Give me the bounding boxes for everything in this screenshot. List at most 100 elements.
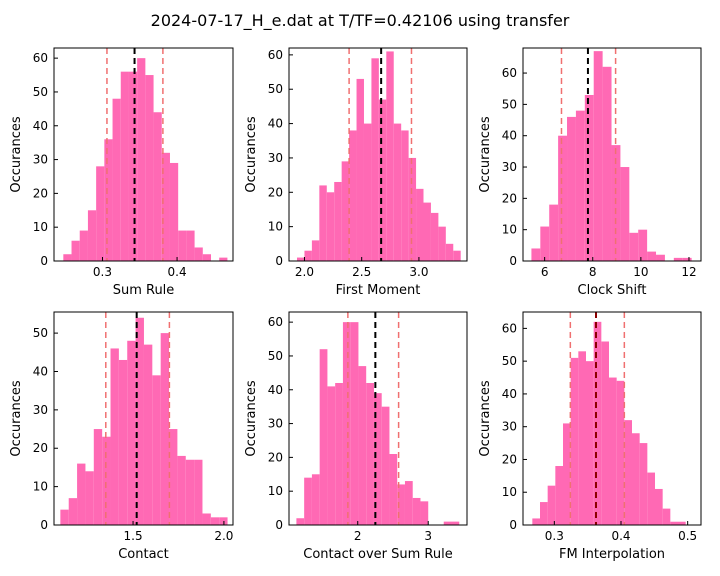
x-axis-label: Contact (118, 547, 169, 562)
x-tick-label: 3 (424, 529, 432, 543)
histogram-bar (128, 71, 138, 262)
histogram-bar (624, 420, 632, 525)
histogram-bar (404, 481, 413, 525)
y-tick-label: 0 (275, 254, 283, 268)
y-tick-label: 40 (268, 383, 283, 397)
histogram-bar (127, 340, 136, 525)
histogram-bar (420, 501, 429, 525)
histogram-bar (341, 161, 350, 261)
x-axis-label: Sum Rule (113, 283, 175, 298)
histogram-bar (656, 254, 665, 261)
histogram-bar (194, 247, 203, 261)
histogram-bar (85, 471, 94, 525)
histogram-bar (77, 463, 86, 525)
histogram-bar (673, 257, 683, 261)
histogram-bar (194, 459, 203, 525)
histogram-bar (639, 443, 648, 525)
axes-frame (53, 311, 234, 526)
histogram-bar (177, 455, 186, 525)
histogram-bar (386, 51, 394, 261)
y-tick-label: 0 (509, 254, 517, 268)
histogram-bar (682, 257, 692, 261)
histogram-bar (160, 333, 170, 525)
histogram-bar (593, 51, 603, 261)
histogram-bar (178, 230, 187, 261)
y-tick-label: 40 (502, 387, 517, 401)
axes-frame (288, 47, 468, 262)
histogram-bar (297, 257, 305, 261)
histogram-bar (143, 344, 153, 525)
histogram-bar (609, 377, 617, 525)
histogram-bar (296, 518, 305, 525)
histogram-bar (363, 123, 372, 261)
histogram-bar (549, 204, 559, 261)
x-tick-label: 2.0 (214, 529, 233, 543)
histogram-bar (647, 472, 655, 525)
histogram-bar (416, 188, 424, 261)
x-tick-label: 2 (354, 529, 362, 543)
histogram-bar (632, 433, 640, 525)
histogram-bar (335, 383, 343, 525)
histogram-bar (137, 58, 146, 262)
histogram-bar (311, 240, 320, 261)
y-axis-label: Occurances (9, 380, 24, 456)
y-tick-label: 10 (268, 484, 283, 498)
x-tick-label: 3.0 (409, 265, 428, 279)
histogram-bar (319, 185, 327, 261)
histogram-bar (186, 230, 195, 261)
x-axis-label: First Moment (336, 283, 421, 298)
x-tick-label: 12 (681, 265, 696, 279)
histogram-bar (358, 366, 367, 525)
y-axis-label: Occurances (244, 380, 259, 456)
y-tick-label: 20 (268, 185, 283, 199)
histogram-bar (540, 226, 550, 261)
histogram-bar (438, 226, 446, 261)
histogram-bar (578, 351, 586, 525)
x-axis-label: Contact over Sum Rule (303, 547, 452, 562)
histogram-bar (366, 383, 374, 525)
x-tick-label: 0.3 (93, 265, 112, 279)
axes-frame (522, 47, 702, 262)
y-tick-label: 60 (502, 66, 517, 80)
histogram-bar (93, 429, 103, 525)
histogram-bar (373, 393, 382, 525)
x-tick-label: 8 (589, 265, 597, 279)
histogram-bar (102, 436, 111, 525)
histogram-bar (620, 167, 630, 261)
histogram-bar (202, 513, 211, 525)
histogram-bar (558, 135, 568, 261)
y-tick-label: 30 (33, 153, 48, 167)
histogram-bar (678, 521, 686, 525)
y-tick-label: 20 (502, 452, 517, 466)
histogram-bar (68, 498, 78, 525)
y-tick-label: 20 (33, 186, 48, 200)
histogram-bar (210, 517, 220, 525)
y-tick-label: 50 (502, 354, 517, 368)
histogram-bar (202, 254, 211, 261)
y-tick-label: 30 (268, 151, 283, 165)
figure-title: 2024-07-17_H_e.dat at T/TF=0.42106 using… (151, 11, 570, 31)
histogram-bar (430, 212, 439, 261)
histogram-bar (350, 322, 359, 525)
x-tick-label: 1.5 (124, 529, 143, 543)
histogram-bar (120, 71, 129, 262)
histogram-bar (540, 502, 548, 525)
histogram-bar (670, 521, 678, 525)
histogram-bar (443, 521, 452, 525)
histogram-bar (378, 99, 387, 261)
y-tick-label: 0 (509, 518, 517, 532)
y-tick-label: 20 (268, 450, 283, 464)
y-axis-label: Occurances (478, 116, 493, 192)
subplot-4: 1.5 2.0 0 10 20 30 40 50 Contact Occurances (9, 311, 234, 562)
y-tick-label: 60 (33, 51, 48, 65)
histogram-bar (110, 348, 119, 525)
histogram-bar (586, 361, 594, 525)
histogram-bar (112, 98, 121, 261)
y-tick-label: 60 (268, 48, 283, 62)
y-tick-label: 30 (502, 160, 517, 174)
y-tick-label: 0 (275, 518, 283, 532)
histogram-bar (145, 75, 154, 261)
